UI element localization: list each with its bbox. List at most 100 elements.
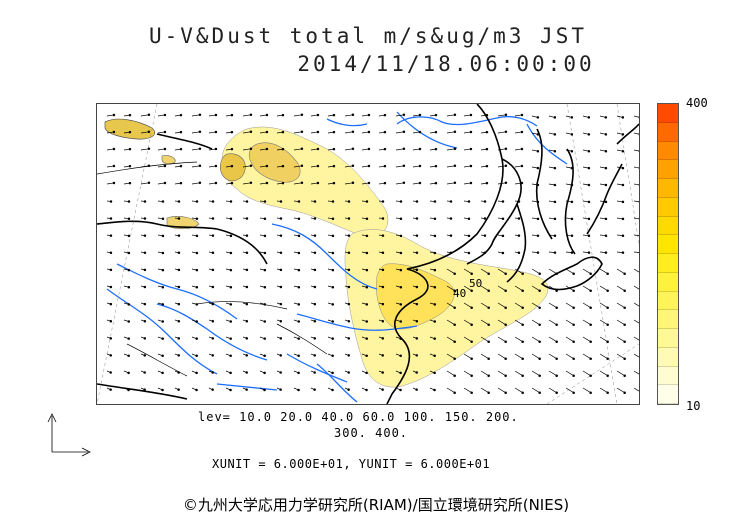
wind-arrow <box>565 353 574 360</box>
wind-arrow-head <box>589 323 592 326</box>
wind-arrow <box>514 302 523 309</box>
wind-arrow-head <box>453 113 457 117</box>
wind-arrow-head <box>520 113 524 117</box>
wind-arrow <box>548 319 557 326</box>
wind-arrow <box>514 285 523 292</box>
wind-arrow-head <box>331 234 335 238</box>
wind-arrow-head <box>402 147 406 151</box>
wind-arrow-head <box>418 181 422 185</box>
wind-arrow-head <box>555 306 558 309</box>
colorbar-min-label: 10 <box>686 399 701 413</box>
wind-arrow-head <box>109 337 113 340</box>
wind-arrow-head <box>109 388 112 391</box>
wind-arrow-head <box>517 217 521 220</box>
wind-arrow-head <box>536 234 540 237</box>
wind-arrow-head <box>402 113 406 117</box>
wind-arrow-head <box>623 306 626 309</box>
wind-arrow-head <box>434 164 438 168</box>
wind-arrow <box>480 302 489 309</box>
copyright-text: ©九州大学応用力学研究所(RIAM)/国立環境研究所(NIES) <box>182 496 570 514</box>
wind-arrow <box>633 115 639 118</box>
wind-arrow-head <box>381 302 385 306</box>
coastlines <box>97 104 639 404</box>
wind-arrow-head <box>587 217 591 221</box>
wind-arrow-head <box>249 113 253 117</box>
wind-arrow-head <box>470 357 473 360</box>
colorbar <box>657 103 679 405</box>
wind-arrow-head <box>279 200 283 203</box>
wind-arrow-head <box>501 251 505 255</box>
wind-arrow-head <box>279 217 283 220</box>
wind-arrow-head <box>399 251 403 255</box>
wind-arrow <box>582 302 591 309</box>
wind-arrow-head <box>467 251 471 255</box>
wind-arrow-head <box>214 181 218 185</box>
wind-arrow-head <box>281 164 285 168</box>
wind-arrow-head <box>313 285 317 289</box>
wind-arrow <box>140 114 149 117</box>
wind-arrow-head <box>365 234 369 238</box>
wind-arrow <box>463 387 472 394</box>
wind-arrow-head <box>332 113 336 117</box>
wind-arrow-head <box>536 251 540 254</box>
wind-arrow <box>548 336 557 343</box>
wind-arrow-head <box>143 285 147 289</box>
wind-arrow-head <box>127 251 131 255</box>
wind-arrow-head <box>147 130 151 134</box>
wind-arrow <box>565 285 574 292</box>
wind-arrow <box>497 182 506 185</box>
wind-arrow-head <box>245 268 249 272</box>
wind-arrow <box>293 148 302 151</box>
wind-arrow <box>497 302 506 309</box>
wind-arrow-head <box>570 166 574 170</box>
wind-arrow-head <box>332 164 336 168</box>
wind-arrow <box>242 114 251 117</box>
colorbar-step <box>658 366 678 386</box>
wind-arrow <box>395 182 404 185</box>
wind-arrow-head <box>109 217 113 220</box>
wind-arrow-head <box>470 289 473 292</box>
wind-arrow <box>446 336 455 343</box>
wind-arrow-head <box>399 354 402 358</box>
wind-arrow <box>599 268 608 275</box>
wind-arrow-head <box>347 302 351 306</box>
wind-arrow-head <box>538 340 541 343</box>
wind-arrow <box>633 353 639 358</box>
wind-arrow <box>565 387 574 394</box>
wind-arrow-head <box>211 354 214 357</box>
dust-spot-west3 <box>161 155 176 165</box>
wind-arrow <box>344 165 353 168</box>
wind-arrow <box>395 148 404 151</box>
wind-arrow-head <box>229 371 232 375</box>
wind-arrow-head <box>331 251 335 255</box>
wind-arrow-head <box>279 337 283 340</box>
wind-arrow-head <box>161 320 165 323</box>
wind-arrow-head <box>504 340 507 343</box>
dust-core-gobi <box>248 142 301 183</box>
wind-arrow-head <box>177 217 181 220</box>
wind-arrow-head <box>470 272 473 275</box>
wind-arrow-head <box>517 234 521 237</box>
wind-arrow <box>293 182 302 185</box>
wind-arrow-head <box>179 147 183 151</box>
wind-arrow-head <box>331 303 335 306</box>
wind-arrow <box>633 149 639 152</box>
wind-arrow-head <box>383 164 387 168</box>
wind-arrow-head <box>504 289 507 292</box>
wind-arrow-head <box>536 217 540 221</box>
colorbar-max-label: 400 <box>686 96 708 110</box>
wind-vectors <box>106 113 639 394</box>
wind-arrow-head <box>470 323 473 326</box>
wind-arrow-head <box>195 371 198 375</box>
wind-arrow-head <box>297 371 300 375</box>
wind-arrow <box>480 370 489 377</box>
wind-arrow-head <box>365 303 369 306</box>
wind-arrow-head <box>587 234 591 237</box>
wind-arrow-head <box>555 272 558 275</box>
wind-arrow-head <box>249 181 253 185</box>
wind-arrow-head <box>553 149 557 153</box>
wind-arrow-head <box>521 357 524 360</box>
wind-arrow-head <box>415 251 419 255</box>
wind-arrow-head <box>263 286 267 289</box>
wind-arrow-head <box>163 113 167 117</box>
